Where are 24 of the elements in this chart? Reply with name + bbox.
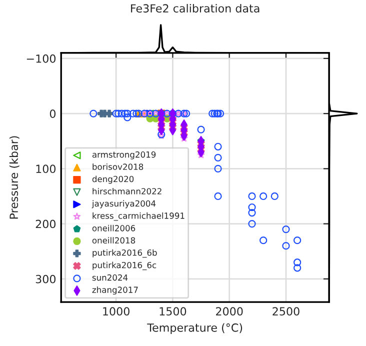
legend-label: zhang2017: [92, 286, 138, 295]
legend-label: oneill2006: [92, 224, 136, 232]
y-tick-label: 100: [36, 164, 56, 174]
y-tick-label: −100: [26, 54, 56, 63]
y-tick-label: 0: [50, 110, 56, 118]
legend-label: hirschmann2022: [92, 188, 162, 194]
legend-label: jayasuriya2004: [92, 200, 156, 208]
legend-label: oneill2018: [92, 237, 136, 244]
y-tick-label: 200: [36, 220, 56, 228]
legend-label: sun2024: [92, 274, 128, 281]
legend-label: putirka2016_6c: [92, 262, 156, 270]
y-tick-label: 300: [36, 274, 56, 284]
x-axis-title: Temperature (°C): [147, 323, 242, 334]
legend-label: kress_carmichael1991: [92, 212, 184, 221]
x-tick-label: 2000: [216, 307, 243, 316]
x-tick-label: 1000: [103, 307, 130, 316]
y-axis-title: Pressure (kbar): [9, 136, 20, 219]
chart-title: Fe3Fe2 calibration data: [131, 4, 260, 13]
legend-label: armstrong2019: [92, 151, 156, 160]
legend-label: deng2020: [92, 176, 134, 184]
legend-label: putirka2016_6b: [92, 249, 157, 258]
x-tick-label: 1500: [160, 307, 186, 316]
x-tick-label: 2500: [272, 307, 300, 316]
legend-label: borisov2018: [92, 163, 144, 170]
